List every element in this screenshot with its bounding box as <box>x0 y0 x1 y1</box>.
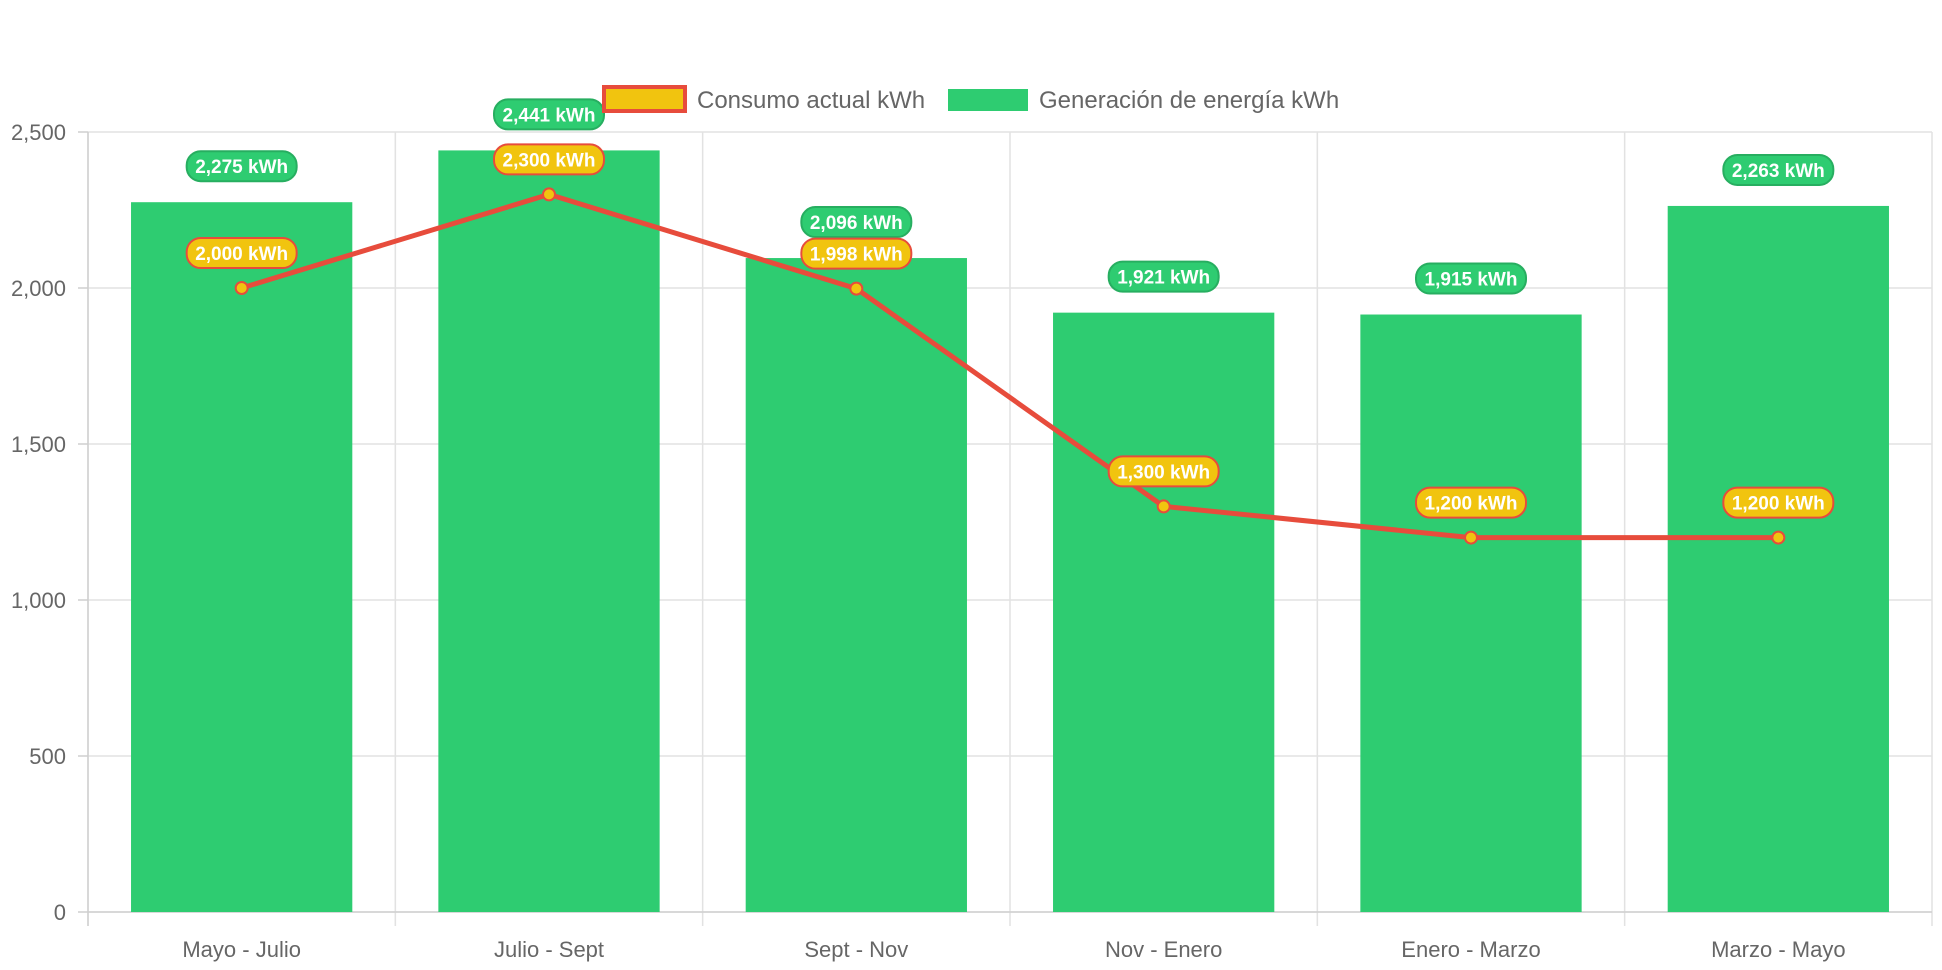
line-data-label-text: 2,300 kWh <box>503 150 596 171</box>
bar-data-label-bg <box>800 206 913 239</box>
bar-data-label-text: 2,275 kWh <box>195 157 288 178</box>
legend-item-generacion[interactable]: Generación de energía kWh <box>948 87 1339 114</box>
legend: Consumo actual kWh Generación de energía… <box>602 85 1339 114</box>
line-data-label-bg <box>493 143 605 176</box>
bar-data-label-bg <box>185 150 298 183</box>
point-consumo <box>234 281 249 295</box>
line-data-label: 1,998 kWh <box>800 237 913 270</box>
line-data-label-text: 1,998 kWh <box>810 245 903 266</box>
line-data-label: 1,200 kWh <box>1722 486 1835 519</box>
line-data-label: 1,200 kWh <box>1415 486 1527 519</box>
x-tick-label: Julio - Sept <box>494 937 604 962</box>
line-data-label-bg <box>1107 455 1220 488</box>
y-tick-label: 0 <box>54 900 66 925</box>
line-data-label: 2,300 kWh <box>493 143 605 176</box>
line-series <box>234 187 1786 545</box>
grid <box>87 131 1933 926</box>
y-tick-label: 1,500 <box>11 432 66 457</box>
bar-data-label-text: 2,263 kWh <box>1732 161 1825 182</box>
bar-data-label-bg <box>1415 262 1527 295</box>
bar-generacion <box>131 202 353 912</box>
point-consumo <box>1156 499 1171 514</box>
axes: 0 500 1,000 1,500 2,000 2,500 Mayo - Julio Juli… <box>11 120 1932 962</box>
bar-data-label-text: 1,915 kWh <box>1425 270 1518 291</box>
line-data-label-bg <box>1722 486 1835 519</box>
y-tick-label: 500 <box>29 744 66 769</box>
data-labels: 2,275 kWh 2,441 kWh 2,096 kWh 1,921 kWh 1,91… <box>185 98 1835 519</box>
y-tick-label: 1,000 <box>11 588 66 613</box>
y-tick-label: 2,000 <box>11 276 66 301</box>
bar-data-label: 2,441 kWh <box>493 98 605 131</box>
bar-data-label-bg <box>1107 260 1220 293</box>
bar-data-label-bg <box>1722 153 1835 186</box>
legend-item-consumo[interactable]: Consumo actual kWh <box>602 85 925 114</box>
bar-data-label: 2,275 kWh <box>185 150 298 183</box>
point-consumo <box>849 281 864 296</box>
line-data-label-text: 2,000 kWh <box>195 244 288 265</box>
bar-data-label: 1,921 kWh <box>1107 260 1220 293</box>
line-data-label-text: 1,200 kWh <box>1425 494 1518 515</box>
x-tick-label: Marzo - Mayo <box>1711 937 1845 962</box>
point-consumo <box>542 187 556 202</box>
bar-data-label: 1,915 kWh <box>1415 262 1527 295</box>
bar-data-label: 2,263 kWh <box>1722 153 1835 186</box>
bar-generacion <box>1053 312 1275 912</box>
bar-data-label-text: 1,921 kWh <box>1117 268 1210 289</box>
bar-generacion <box>1360 314 1582 912</box>
bar-data-label: 2,096 kWh <box>800 206 913 239</box>
line-consumo <box>240 191 1779 541</box>
bar-data-label-bg <box>493 98 605 131</box>
line-data-label-text: 1,300 kWh <box>1117 462 1210 483</box>
line-data-label-text: 1,200 kWh <box>1732 494 1825 515</box>
line-data-label-bg <box>185 237 298 269</box>
x-tick-label: Enero - Marzo <box>1401 937 1540 962</box>
x-tick-label: Sept - Nov <box>804 937 908 962</box>
legend-swatch-consumo <box>602 85 687 113</box>
bar-generacion <box>745 258 967 913</box>
point-consumo <box>1771 530 1786 545</box>
line-data-label-bg <box>800 237 913 270</box>
bar-series <box>131 150 1889 913</box>
x-tick-label: Nov - Enero <box>1105 937 1222 962</box>
point-consumo <box>1464 530 1478 545</box>
legend-swatch-generacion <box>948 89 1028 111</box>
line-data-label: 2,000 kWh <box>185 237 298 269</box>
bar-generacion <box>1667 205 1889 913</box>
bar-data-label-text: 2,441 kWh <box>503 105 596 126</box>
legend-label-consumo: Consumo actual kWh <box>697 87 925 114</box>
legend-label-generacion: Generación de energía kWh <box>1039 87 1339 114</box>
x-tick-label: Mayo - Julio <box>182 937 301 962</box>
line-data-label-bg <box>1415 486 1527 519</box>
y-tick-label: 2,500 <box>11 120 66 145</box>
line-data-label: 1,300 kWh <box>1107 455 1220 488</box>
bar-data-label-text: 2,096 kWh <box>810 213 903 234</box>
bar-generacion <box>438 150 660 912</box>
